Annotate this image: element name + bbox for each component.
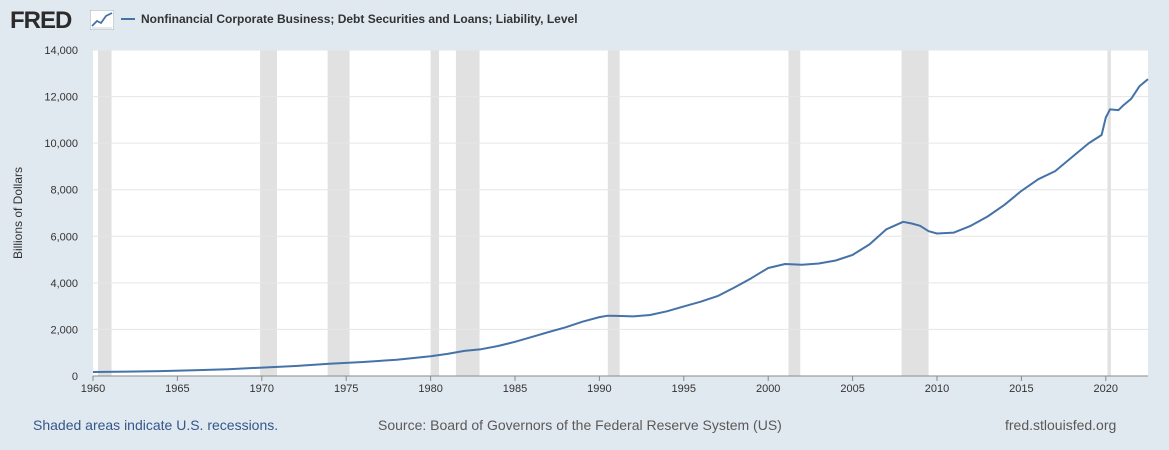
y-tick-label: 12,000 [44,92,78,104]
recession-shade [260,50,277,376]
x-tick-label: 1970 [250,383,274,395]
legend: Nonfinancial Corporate Business; Debt Se… [121,12,578,26]
recession-shade [327,50,350,376]
recession-shade [455,50,480,376]
plot-area [93,50,1148,376]
x-tick-label: 1985 [503,383,527,395]
x-tick-label: 1960 [81,383,105,395]
y-tick-label: 10,000 [44,138,78,150]
y-axis-label: Billions of Dollars [11,167,25,259]
fred-logo[interactable]: FRED [10,7,72,34]
y-tick-label: 8,000 [50,185,78,197]
y-tick-label: 14,000 [44,45,78,57]
recession-note: Shaded areas indicate U.S. recessions. [33,417,279,433]
x-tick-label: 1980 [418,383,442,395]
x-tick-label: 1975 [334,383,358,395]
x-tick-label: 1965 [165,383,189,395]
x-tick-label: 2020 [1094,383,1118,395]
chart-header: FRED Nonfinancial Corporate Business; De… [0,0,1169,40]
recession-shade [430,50,440,376]
x-tick-label: 1990 [587,383,611,395]
legend-series-label[interactable]: Nonfinancial Corporate Business; Debt Se… [141,12,578,26]
y-tick-label: 4,000 [50,278,78,290]
x-tick-label: 2015 [1009,383,1033,395]
x-tick-label: 2005 [840,383,864,395]
y-tick-label: 2,000 [50,324,78,336]
recession-shade [788,50,801,376]
source-note: Source: Board of Governors of the Federa… [378,417,782,433]
line-chart-icon [90,10,114,30]
series-line[interactable] [92,78,1149,373]
recession-shade [607,50,620,376]
x-tick-label: 2010 [925,383,949,395]
y-tick-label: 6,000 [50,231,78,243]
x-tick-label: 2000 [756,383,780,395]
legend-series-swatch [121,18,135,20]
y-tick-label: 0 [72,371,78,383]
x-tick-label: 1995 [672,383,696,395]
recession-shade [901,50,929,376]
recession-shade [1107,50,1111,376]
site-link[interactable]: fred.stlouisfed.org [1005,417,1117,433]
recession-shade [98,50,112,376]
